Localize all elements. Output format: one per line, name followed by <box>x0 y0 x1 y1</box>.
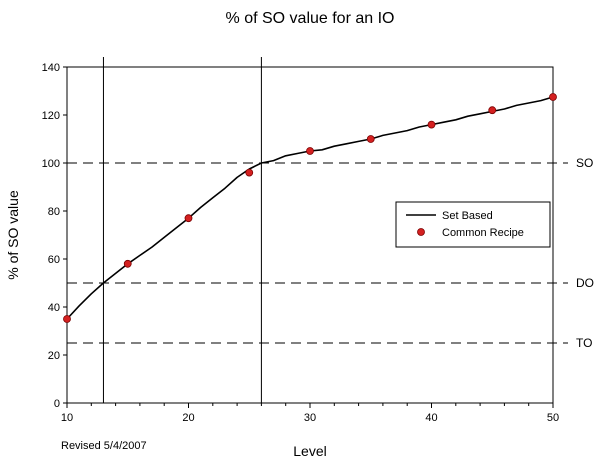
y-tick-label: 0 <box>54 398 60 410</box>
y-tick-label: 20 <box>48 350 60 362</box>
common-recipe-point <box>63 315 71 323</box>
x-tick-label: 10 <box>61 412 73 424</box>
x-tick-label: 50 <box>547 412 559 424</box>
ref-label-to: TO <box>576 336 592 350</box>
revision-note: Revised 5/4/2007 <box>61 440 147 452</box>
plot-area: SO DO TO 0 20 40 60 80 100 120 140 10 20 30 40 50 <box>42 57 594 424</box>
common-recipe-point <box>549 93 557 101</box>
vertical-lines <box>102 57 262 403</box>
x-tick-label: 40 <box>425 412 437 424</box>
y-tick-label: 40 <box>48 302 60 314</box>
axes: 0 20 40 60 80 100 120 140 10 20 30 40 50 <box>42 62 559 424</box>
legend-marker-swatch <box>417 228 425 236</box>
legend-label-set-based: Set Based <box>442 210 493 222</box>
y-tick-label: 140 <box>42 62 60 74</box>
x-axis-label: Level <box>293 443 326 459</box>
common-recipe-point <box>245 168 254 177</box>
y-tick-label: 100 <box>42 158 60 170</box>
common-recipe-point <box>366 135 375 143</box>
common-recipe-point <box>306 147 314 155</box>
legend: Set Based Common Recipe <box>395 201 551 248</box>
common-recipe-series <box>63 93 557 323</box>
y-tick-label: 120 <box>42 110 60 122</box>
legend-label-common-recipe: Common Recipe <box>442 227 524 239</box>
y-axis-label: % of SO value <box>5 190 21 280</box>
common-recipe-point <box>123 259 132 268</box>
chart-title: % of SO value for an IO <box>226 10 395 27</box>
common-recipe-point <box>184 214 193 223</box>
ref-label-do: DO <box>576 276 594 290</box>
legend-box <box>395 201 551 248</box>
common-recipe-point <box>427 120 436 129</box>
x-tick-label: 20 <box>182 412 194 424</box>
reference-lines: SO DO TO <box>67 156 594 350</box>
ref-label-so: SO <box>576 156 593 170</box>
common-recipe-point <box>488 106 497 115</box>
y-tick-label: 80 <box>48 206 60 218</box>
y-tick-label: 60 <box>48 254 60 266</box>
x-tick-label: 30 <box>304 412 316 424</box>
